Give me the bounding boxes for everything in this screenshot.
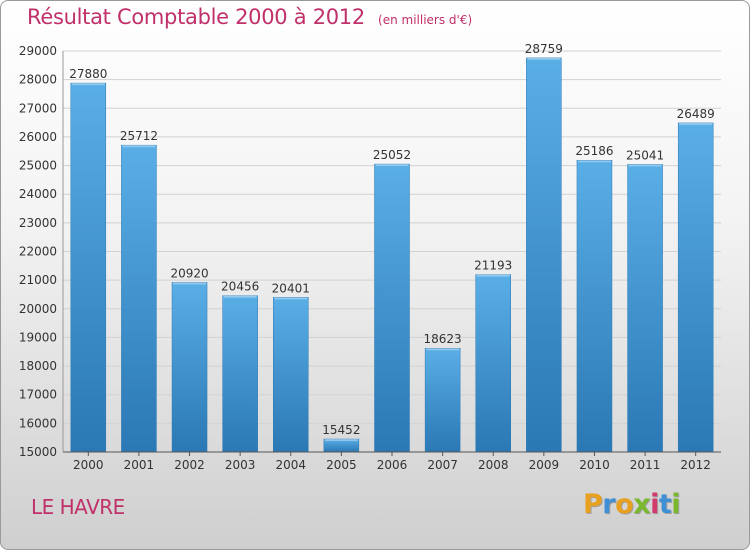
data-label: 18623 xyxy=(424,332,462,346)
data-label: 25712 xyxy=(120,129,158,143)
x-tick-label: 2010 xyxy=(579,458,610,472)
bar-2009 xyxy=(526,57,562,453)
bar-highlight xyxy=(223,295,257,298)
chart-subtitle: (en milliers d'€) xyxy=(378,13,473,27)
bar-highlight xyxy=(628,164,662,167)
data-labels: 27880 25712 20920 20456 20401 15452 25052 18623… xyxy=(69,42,715,437)
data-label: 20456 xyxy=(221,280,259,294)
bar-2011 xyxy=(627,164,663,453)
bar-2010 xyxy=(576,159,613,453)
y-tick-label: 27000 xyxy=(19,101,57,115)
data-label: 15452 xyxy=(322,423,360,437)
bar-2001 xyxy=(121,144,157,453)
y-tick-label: 28000 xyxy=(19,73,57,87)
bars xyxy=(70,57,714,453)
x-tick-label: 2004 xyxy=(275,458,306,472)
x-tick-label: 2011 xyxy=(630,458,661,472)
title-row: Résultat Comptable 2000 à 2012 (en milli… xyxy=(27,5,472,29)
data-label: 25041 xyxy=(626,148,664,162)
x-tick-label: 2007 xyxy=(427,458,458,472)
bar-highlight xyxy=(274,297,308,300)
chart-title: Résultat Comptable 2000 à 2012 xyxy=(27,5,365,29)
x-tick-label: 2009 xyxy=(529,458,560,472)
bar-highlight xyxy=(527,57,561,60)
y-tick-label: 20000 xyxy=(19,302,57,316)
y-tick-label: 26000 xyxy=(19,130,57,144)
bar-2007 xyxy=(424,347,461,453)
bar-highlight xyxy=(375,164,409,167)
y-tick-label: 15000 xyxy=(19,445,57,459)
proxiti-logo[interactable]: Proxiti xyxy=(583,489,681,520)
x-tick-label: 2001 xyxy=(124,458,155,472)
y-tick-label: 19000 xyxy=(19,330,57,344)
data-label: 25186 xyxy=(575,144,613,158)
data-label: 27880 xyxy=(69,67,107,81)
bar-highlight xyxy=(173,282,207,285)
data-label: 26489 xyxy=(677,107,715,121)
x-tick-label: 2006 xyxy=(377,458,408,472)
x-tick-label: 2000 xyxy=(73,458,104,472)
bar-highlight xyxy=(122,145,156,148)
bar-highlight xyxy=(577,160,611,163)
bar-2008 xyxy=(475,274,511,453)
data-label: 25052 xyxy=(373,148,411,162)
data-label: 28759 xyxy=(525,42,563,56)
bar-2012 xyxy=(677,122,714,453)
bar-highlight xyxy=(679,122,713,125)
bar-2000 xyxy=(70,82,107,453)
y-tick-label: 22000 xyxy=(19,245,57,259)
y-tick-label: 18000 xyxy=(19,359,57,373)
y-axis-ticks: 15000 16000 17000 18000 19000 20000 21000 22000… xyxy=(19,44,57,459)
y-tick-label: 21000 xyxy=(19,273,57,287)
y-tick-label: 17000 xyxy=(19,388,57,402)
y-tick-label: 25000 xyxy=(19,159,57,173)
y-tick-label: 16000 xyxy=(19,416,57,430)
bar-highlight xyxy=(426,348,460,351)
axes xyxy=(62,51,721,453)
x-axis-ticks: 2000 2001 2002 2003 2004 2005 2006 2007 2008 2009… xyxy=(73,452,711,472)
x-tick-label: 2008 xyxy=(478,458,509,472)
data-label: 21193 xyxy=(474,259,512,273)
bar-highlight xyxy=(71,83,105,86)
bar-2006 xyxy=(374,163,410,453)
bar-highlight xyxy=(476,274,510,277)
x-tick-label: 2003 xyxy=(225,458,256,472)
y-tick-label: 29000 xyxy=(19,44,57,58)
x-tick-label: 2002 xyxy=(174,458,205,472)
x-tick-label: 2005 xyxy=(326,458,357,472)
bar-2004 xyxy=(273,297,309,453)
bar-2002 xyxy=(171,282,208,453)
bar-highlight xyxy=(324,439,358,442)
y-tick-label: 24000 xyxy=(19,187,57,201)
y-tick-label: 23000 xyxy=(19,216,57,230)
bar-2003 xyxy=(222,295,258,453)
data-label: 20920 xyxy=(170,266,208,280)
data-label: 20401 xyxy=(272,281,310,295)
place-name: LE HAVRE xyxy=(31,495,125,519)
x-tick-label: 2012 xyxy=(680,458,711,472)
